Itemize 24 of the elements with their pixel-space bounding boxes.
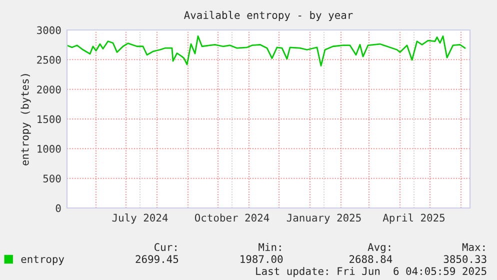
text: 3850.33: [444, 255, 486, 264]
text: Min:: [258, 242, 281, 251]
y-tick-label: 1500: [38, 115, 61, 124]
legend-label: entropy: [21, 256, 64, 266]
x-tick-label: July 2024: [112, 214, 168, 224]
y-tick-label: 3000: [37, 26, 61, 34]
y-tick-label: 0: [56, 204, 61, 212]
text: Max:: [462, 243, 485, 252]
y-tick-label: 500: [43, 174, 61, 182]
x-tick-label: April 2025: [382, 214, 445, 224]
text: Cur:: [154, 243, 176, 252]
text: Avg:: [368, 243, 390, 254]
text: 2688.84: [350, 255, 392, 264]
y-tick-label: 2000: [37, 86, 61, 94]
x-tick-label: October 2024: [194, 214, 270, 222]
chart-title: Available entropy - by year: [184, 10, 353, 22]
text: Last update: Fri Jun 6 04:05:59 2025: [256, 266, 486, 278]
text: 2699.45: [136, 255, 178, 264]
line-series: [67, 35, 466, 66]
x-tick-label: January 2025: [286, 214, 361, 224]
y-tick-label: 1000: [38, 144, 61, 153]
y-axis-title: entropy (bytes): [20, 74, 31, 166]
text: 1987.00: [240, 255, 283, 264]
y-tick-label: 2500: [37, 56, 61, 64]
